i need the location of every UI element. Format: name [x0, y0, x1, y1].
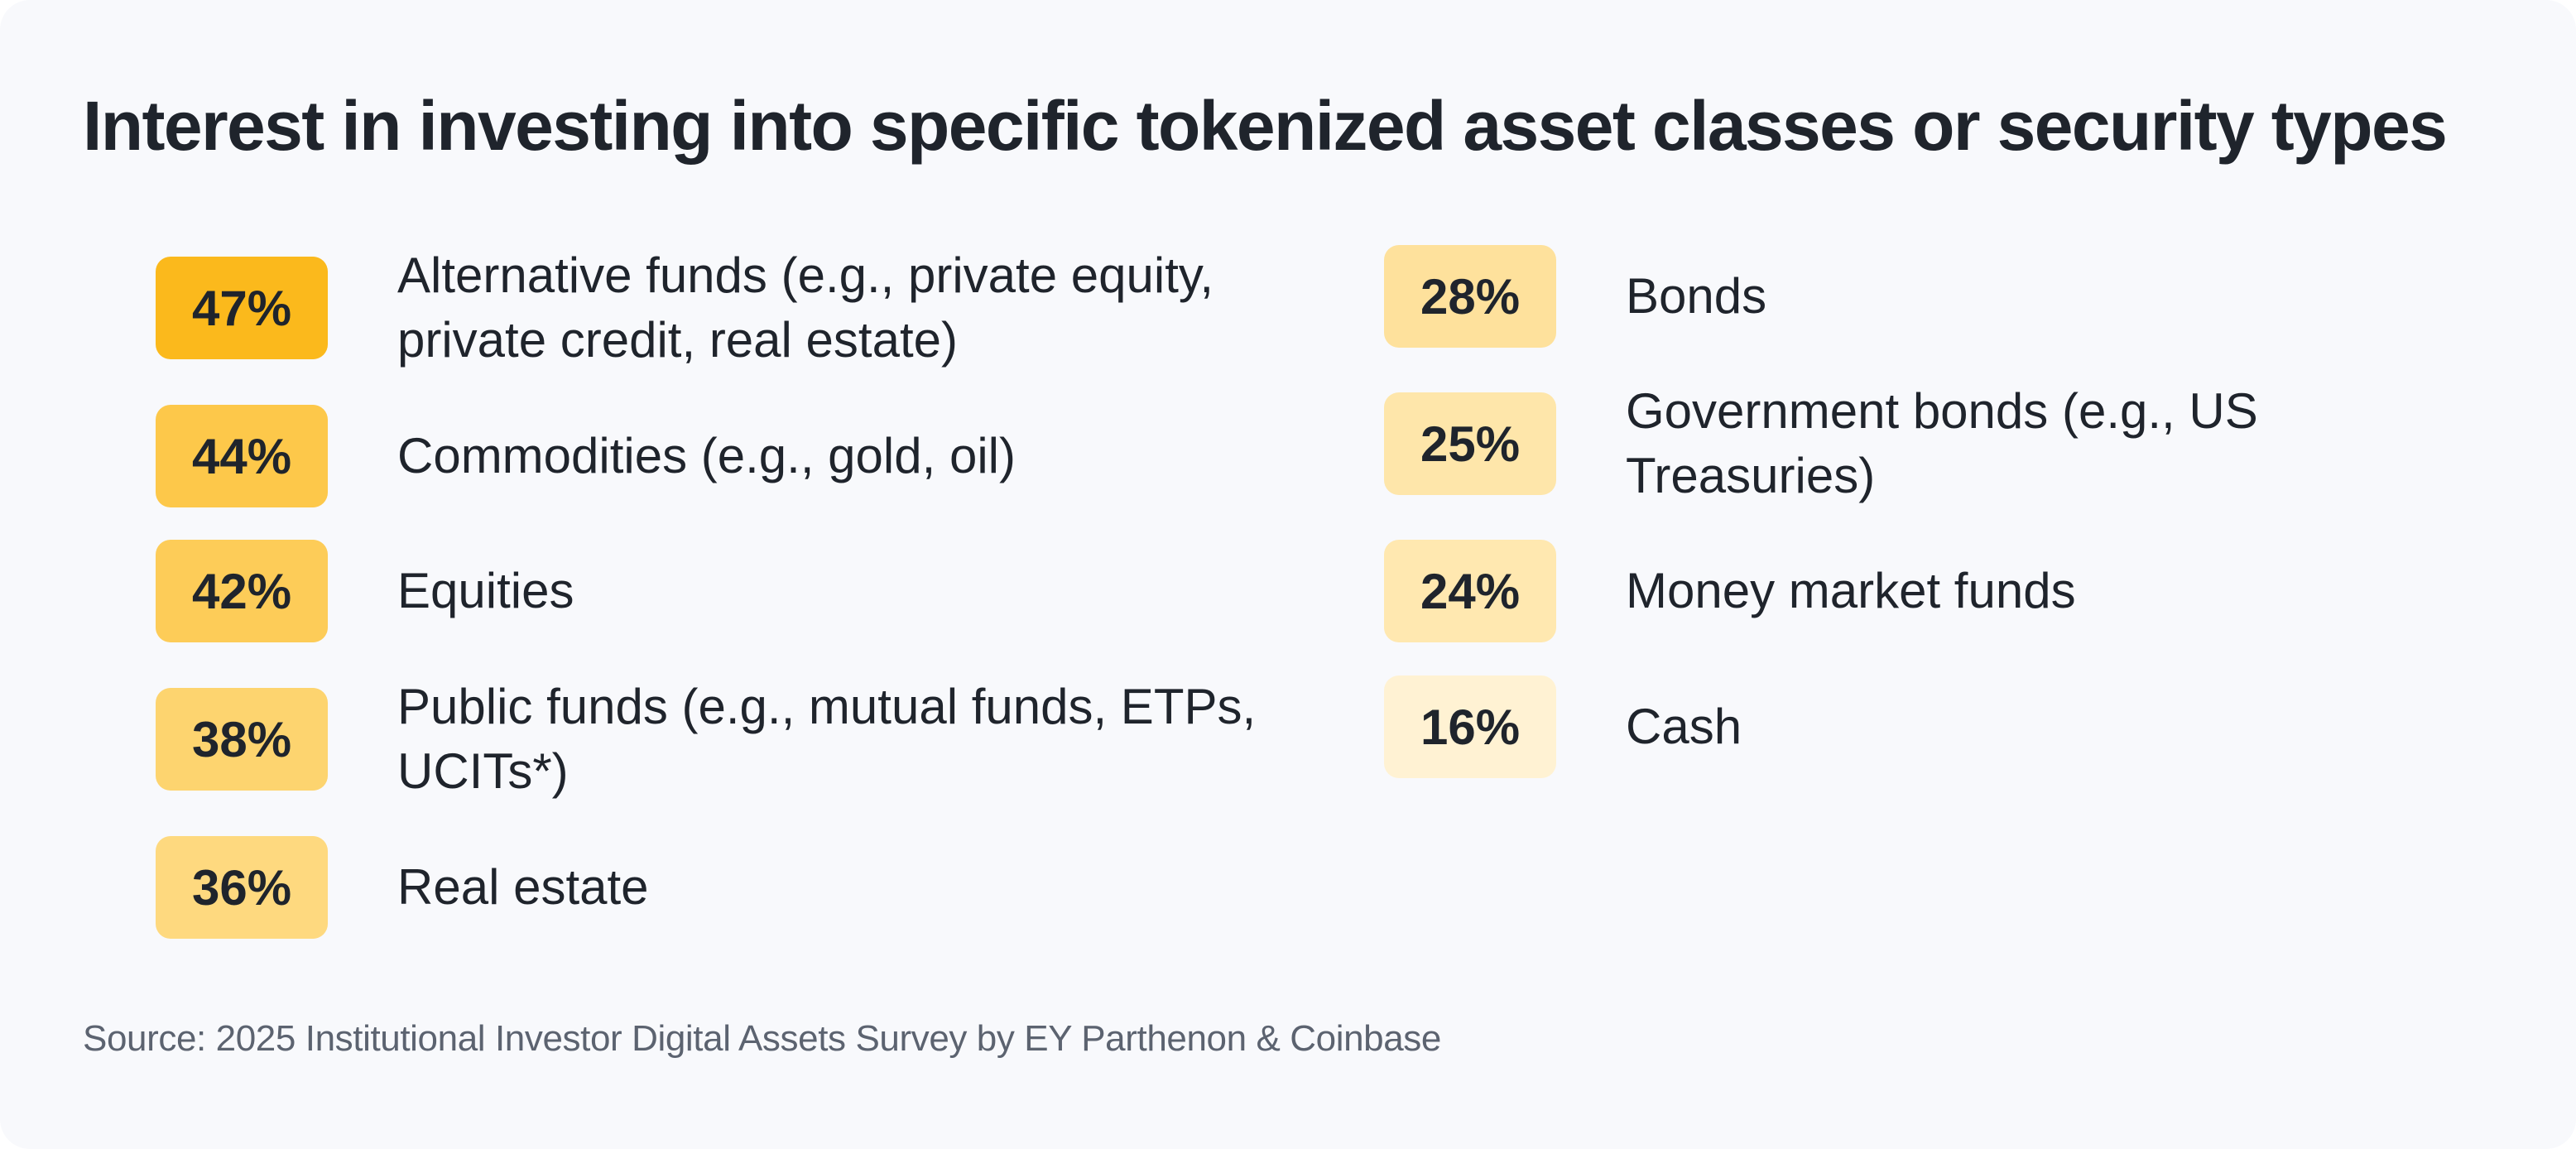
- category-label: Real estate: [397, 859, 649, 915]
- value-badge: 28%: [1384, 245, 1556, 348]
- value-badge: 38%: [156, 688, 328, 791]
- data-row: 47% Alternative funds (e.g., private equi…: [156, 248, 1291, 368]
- category-label: Cash: [1626, 699, 1742, 754]
- category-label: Money market funds: [1626, 563, 2076, 618]
- data-row: 38% Public funds (e.g., mutual funds, ETP…: [156, 679, 1291, 799]
- value-badge: 24%: [1384, 540, 1556, 642]
- data-row: 42% Equities: [156, 540, 1291, 642]
- value-badge: 42%: [156, 540, 328, 642]
- category-label: Government bonds (e.g., US Treasuries): [1626, 383, 2258, 503]
- value-badge: 36%: [156, 836, 328, 939]
- value-badge: 47%: [156, 257, 328, 359]
- chart-title: Interest in investing into specific toke…: [83, 87, 2448, 165]
- data-row: 44% Commodities (e.g., gold, oil): [156, 405, 1291, 507]
- data-row: 36% Real estate: [156, 836, 1291, 939]
- data-row: 25% Government bonds (e.g., US Treasuries…: [1384, 383, 2520, 503]
- source-note: Source: 2025 Institutional Investor Digi…: [83, 1018, 1441, 1059]
- data-row: 24% Money market funds: [1384, 540, 2520, 642]
- value-badge: 25%: [1384, 392, 1556, 495]
- category-label: Bonds: [1626, 268, 1767, 324]
- value-badge: 16%: [1384, 675, 1556, 778]
- category-label: Public funds (e.g., mutual funds, ETPs, …: [397, 679, 1257, 799]
- data-row: 16% Cash: [1384, 675, 2520, 778]
- value-badge: 44%: [156, 405, 328, 507]
- category-label: Equities: [397, 563, 574, 618]
- category-label: Alternative funds (e.g., private equity,…: [397, 248, 1214, 368]
- category-label: Commodities (e.g., gold, oil): [397, 428, 1016, 483]
- data-row: 28% Bonds: [1384, 245, 2520, 348]
